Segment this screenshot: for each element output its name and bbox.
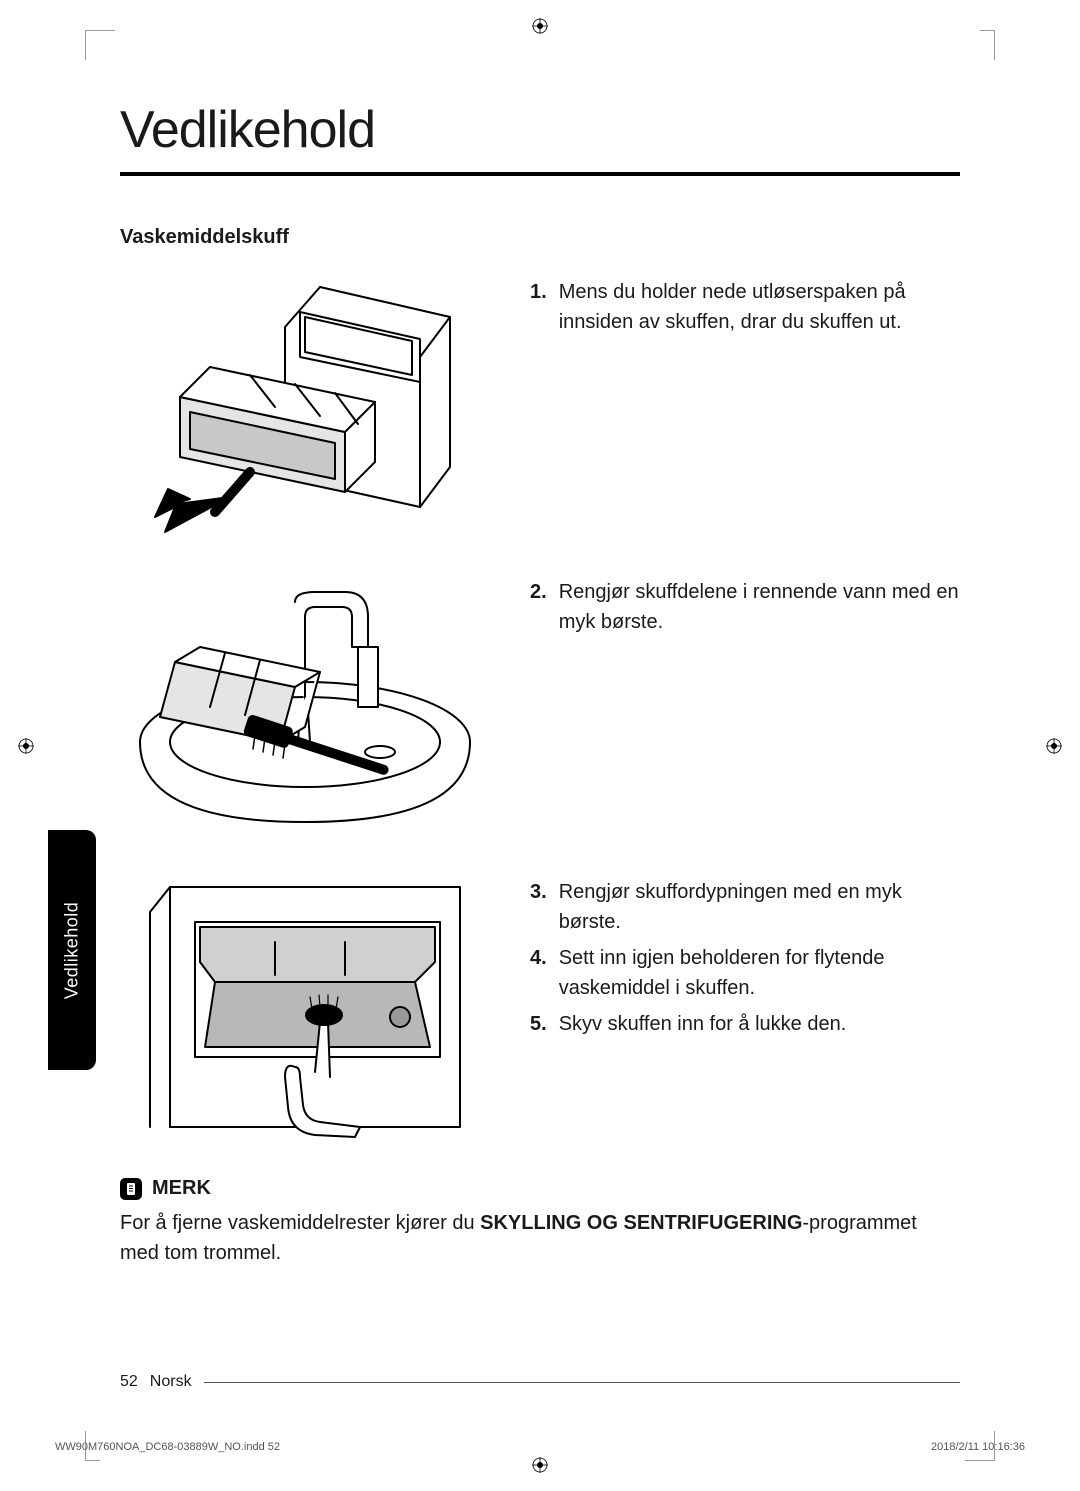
print-filename: WW90M760NOA_DC68-03889W_NO.indd 52 xyxy=(55,1441,280,1453)
registration-mark-bottom xyxy=(532,1457,548,1473)
registration-mark-top xyxy=(532,18,548,34)
instruction-text: 3. Rengjør skuffordypningen med en myk b… xyxy=(530,867,960,1045)
list-item: 1. Mens du holder nede utløserspaken på … xyxy=(530,277,960,337)
item-number: 1. xyxy=(530,277,547,337)
instruction-row: 2. Rengjør skuffdelene i rennende vann m… xyxy=(120,567,960,847)
item-text: Rengjør skuffdelene i rennende vann med … xyxy=(559,577,960,637)
note-text-part: For å fjerne vaskemiddelrester kjører du xyxy=(120,1212,480,1234)
illustration-recess-clean xyxy=(120,867,490,1147)
list-item: 5. Skyv skuffen inn for å lukke den. xyxy=(530,1009,960,1039)
print-timestamp: 2018/2/11 10:16:36 xyxy=(931,1441,1025,1453)
list-item: 2. Rengjør skuffdelene i rennende vann m… xyxy=(530,577,960,637)
instruction-text: 1. Mens du holder nede utløserspaken på … xyxy=(530,267,960,343)
side-tab: Vedlikehold xyxy=(48,830,96,1070)
list-item: 4. Sett inn igjen beholderen for flytend… xyxy=(530,943,960,1003)
page-content: Vedlikehold Vedlikehold Vaskemiddelskuff xyxy=(120,100,960,1391)
crop-corner-icon xyxy=(980,30,995,60)
page-footer: 52 Norsk xyxy=(120,1373,960,1391)
instruction-row: 3. Rengjør skuffordypningen med en myk b… xyxy=(120,867,960,1147)
illustration-drawer-clean xyxy=(120,567,490,847)
page-title: Vedlikehold xyxy=(120,100,960,176)
note-text: For å fjerne vaskemiddelrester kjører du… xyxy=(120,1208,960,1268)
note-text-bold: SKYLLING OG SENTRIFUGERING xyxy=(480,1212,802,1234)
footer-rule xyxy=(204,1382,960,1383)
item-text: Sett inn igjen beholderen for flytende v… xyxy=(559,943,960,1003)
item-number: 3. xyxy=(530,877,547,937)
instruction-row: 1. Mens du holder nede utløserspaken på … xyxy=(120,267,960,547)
list-item: 3. Rengjør skuffordypningen med en myk b… xyxy=(530,877,960,937)
page-number: 52 xyxy=(120,1373,138,1391)
item-text: Skyv skuffen inn for å lukke den. xyxy=(559,1009,960,1039)
note-icon xyxy=(120,1178,142,1200)
registration-mark-left xyxy=(18,738,34,754)
item-number: 2. xyxy=(530,577,547,637)
note-block: MERK For å fjerne vaskemiddelrester kjør… xyxy=(120,1177,960,1268)
item-number: 4. xyxy=(530,943,547,1003)
note-header: MERK xyxy=(120,1177,960,1200)
note-label: MERK xyxy=(152,1177,211,1200)
language-label: Norsk xyxy=(150,1373,192,1391)
item-text: Rengjør skuffordypningen med en myk børs… xyxy=(559,877,960,937)
side-tab-label: Vedlikehold xyxy=(62,901,83,999)
item-number: 5. xyxy=(530,1009,547,1039)
print-metadata: WW90M760NOA_DC68-03889W_NO.indd 52 2018/… xyxy=(55,1441,1025,1453)
illustration-drawer-remove xyxy=(120,267,490,547)
item-text: Mens du holder nede utløserspaken på inn… xyxy=(559,277,960,337)
crop-corner-icon xyxy=(85,30,115,60)
instruction-text: 2. Rengjør skuffdelene i rennende vann m… xyxy=(530,567,960,643)
section-title: Vaskemiddelskuff xyxy=(120,226,960,249)
registration-mark-right xyxy=(1046,738,1062,754)
